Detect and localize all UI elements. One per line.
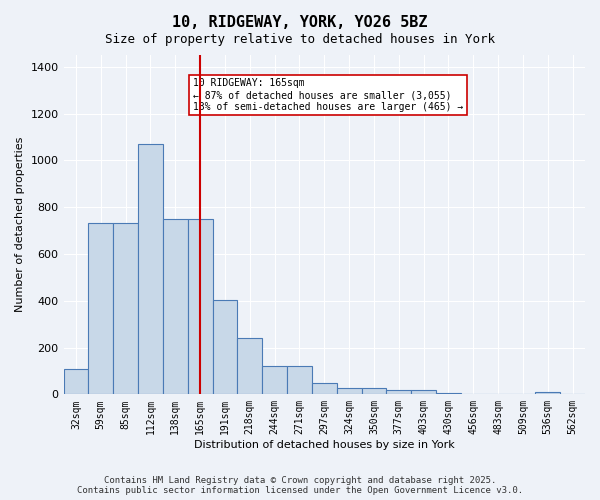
- Bar: [88, 224, 113, 394]
- Bar: [411, 390, 436, 394]
- Bar: [64, 369, 88, 394]
- Text: Size of property relative to detached houses in York: Size of property relative to detached ho…: [105, 32, 495, 46]
- Bar: [188, 219, 212, 394]
- Bar: [262, 366, 287, 394]
- Bar: [163, 219, 188, 394]
- Y-axis label: Number of detached properties: Number of detached properties: [15, 137, 25, 312]
- Bar: [238, 338, 262, 394]
- Bar: [287, 366, 312, 394]
- Bar: [312, 382, 337, 394]
- Bar: [113, 224, 138, 394]
- X-axis label: Distribution of detached houses by size in York: Distribution of detached houses by size …: [194, 440, 455, 450]
- Bar: [212, 300, 238, 394]
- Text: 10, RIDGEWAY, YORK, YO26 5BZ: 10, RIDGEWAY, YORK, YO26 5BZ: [172, 15, 428, 30]
- Bar: [535, 392, 560, 394]
- Bar: [337, 388, 362, 394]
- Bar: [436, 393, 461, 394]
- Bar: [386, 390, 411, 394]
- Text: 10 RIDGEWAY: 165sqm
← 87% of detached houses are smaller (3,055)
13% of semi-det: 10 RIDGEWAY: 165sqm ← 87% of detached ho…: [193, 78, 463, 112]
- Bar: [362, 388, 386, 394]
- Bar: [138, 144, 163, 395]
- Text: Contains HM Land Registry data © Crown copyright and database right 2025.
Contai: Contains HM Land Registry data © Crown c…: [77, 476, 523, 495]
